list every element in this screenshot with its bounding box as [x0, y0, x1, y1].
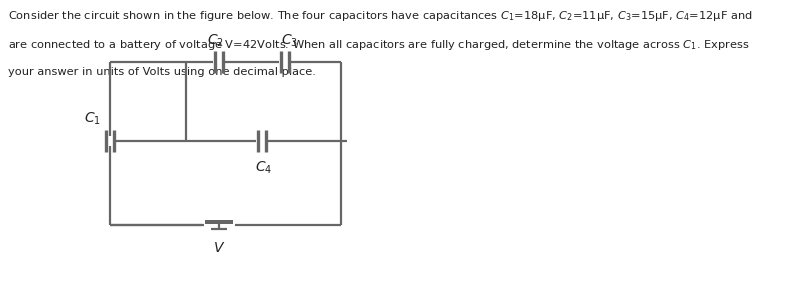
Text: your answer in units of Volts using one decimal place.: your answer in units of Volts using one … [8, 67, 316, 77]
Text: $C_4$: $C_4$ [255, 159, 272, 175]
Text: Consider the circuit shown in the figure below. The four capacitors have capacit: Consider the circuit shown in the figure… [8, 9, 753, 23]
Text: $V$: $V$ [213, 241, 225, 255]
Text: $C_3$: $C_3$ [281, 33, 298, 49]
Text: $C_2$: $C_2$ [207, 33, 225, 49]
Text: are connected to a battery of voltage V=42Volts. When all capacitors are fully c: are connected to a battery of voltage V=… [8, 38, 750, 52]
Text: $C_1$: $C_1$ [84, 110, 100, 127]
